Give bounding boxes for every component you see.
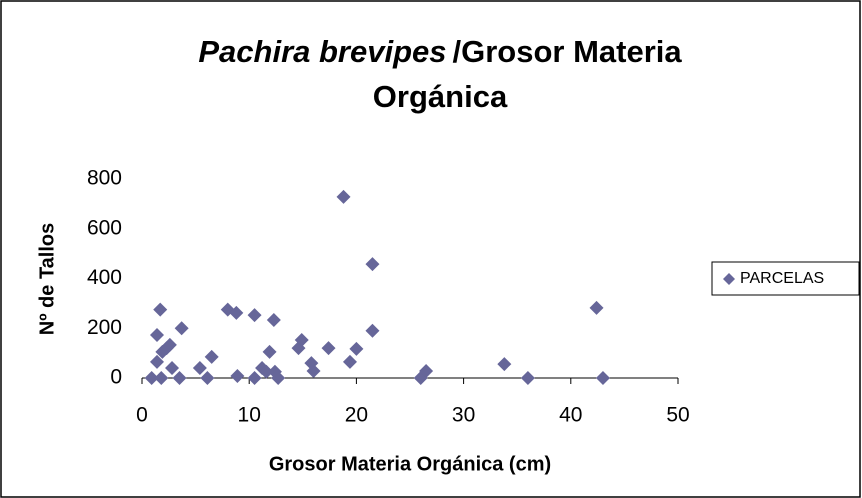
point (247, 371, 262, 385)
point (419, 364, 434, 379)
y-tick-label: 400 (87, 266, 122, 289)
point (520, 371, 535, 385)
point (259, 364, 274, 379)
point (153, 302, 168, 317)
point (162, 337, 177, 352)
point (230, 369, 245, 384)
point (595, 371, 610, 385)
legend (711, 261, 860, 296)
point (200, 371, 215, 385)
point (294, 332, 309, 347)
point (204, 349, 219, 364)
point (192, 361, 207, 376)
point (271, 371, 286, 385)
point (349, 341, 364, 356)
x-tick-label: 30 (452, 404, 475, 427)
point (262, 344, 277, 359)
point (229, 305, 244, 320)
y-tick-label: 0 (110, 366, 122, 389)
point (172, 371, 187, 385)
point (174, 321, 189, 336)
point (365, 323, 380, 338)
point (589, 300, 604, 315)
point (306, 364, 321, 379)
x-tick-label: 50 (666, 404, 689, 427)
point (247, 308, 262, 323)
chart-title: Pachira brevipes/Grosor Materia (198, 34, 682, 69)
point (321, 341, 336, 356)
y-tick-label: 600 (87, 216, 122, 239)
point (342, 354, 357, 369)
point (336, 189, 351, 204)
point (144, 371, 159, 385)
x-tick-label: 20 (345, 404, 368, 427)
point (154, 371, 169, 385)
x-tick-label: 40 (559, 404, 582, 427)
point (150, 327, 165, 342)
title-italic: Pachira brevipes (198, 34, 446, 69)
y-tick-label: 800 (87, 167, 122, 190)
x-tick-label: 10 (238, 404, 261, 427)
x-tick-label: 0 (136, 404, 148, 427)
title-rest: /Grosor Materia (453, 34, 683, 69)
point (365, 257, 380, 272)
chart-title-line2: Orgánica (373, 79, 508, 114)
x-axis-title: Grosor Materia Orgánica (cm) (269, 453, 551, 475)
y-axis-title: Nº de Tallos (36, 223, 58, 336)
legend-label: PARCELAS (740, 270, 824, 287)
legend-marker (723, 273, 735, 285)
point (266, 313, 281, 328)
point (165, 361, 180, 376)
point (497, 357, 512, 372)
point (150, 354, 165, 369)
y-tick-label: 200 (87, 316, 122, 339)
